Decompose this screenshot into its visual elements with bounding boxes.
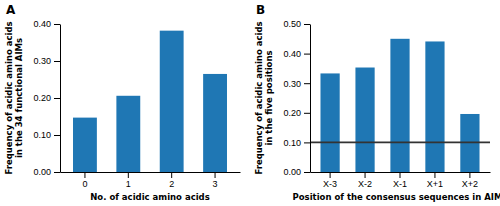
tick-mark [469, 172, 470, 178]
tick: 0.30 [33, 56, 60, 66]
bar [116, 96, 140, 172]
bar [355, 68, 374, 172]
tick-mark [434, 172, 435, 178]
tick: 3 [213, 172, 218, 189]
tick-label: 0.00 [33, 167, 51, 177]
tick-label: 1 [126, 179, 131, 189]
tick: 0 [82, 172, 87, 189]
axis-line [310, 25, 311, 173]
tick-label: 0.10 [33, 130, 51, 140]
tick: 0.20 [283, 108, 310, 118]
panel-title: A [6, 3, 16, 17]
tick-mark [54, 98, 60, 99]
tick-mark [400, 172, 401, 178]
tick: 0.00 [33, 167, 60, 177]
tick-mark [215, 172, 216, 178]
tick-label: 0.20 [283, 108, 301, 118]
tick-label: 3 [213, 179, 218, 189]
bar [203, 74, 227, 172]
tick: 0.30 [283, 79, 310, 89]
x-axis: 0 1 2 3 [61, 172, 241, 189]
tick: 0.40 [33, 19, 60, 29]
y-axis-title-line: Frequency of acidic amino acids [254, 21, 264, 174]
tick-mark [84, 172, 85, 178]
x-axis-title: No. of acidic amino acids [90, 192, 210, 202]
tick-label: 0.20 [33, 93, 51, 103]
tick-mark [54, 172, 60, 173]
tick: X-1 [393, 172, 407, 189]
tick-label: X-1 [393, 179, 407, 189]
bar [160, 31, 184, 172]
y-axis-title-line: in the five positions [264, 50, 274, 145]
tick-label: 0.30 [33, 56, 51, 66]
tick-mark [54, 24, 60, 25]
tick: X+1 [427, 172, 443, 189]
plot-area: 0 1 2 3 0.00 0.10 0.20 0.30 0.40 [33, 19, 240, 189]
tick: 0.40 [283, 49, 310, 59]
tick: 0.10 [283, 138, 310, 148]
tick-label: 0.50 [283, 19, 301, 29]
marks [73, 31, 227, 172]
x-axis: X-3 X-2 X-1 X+1 X+2 [311, 172, 491, 189]
axis-line [60, 25, 61, 173]
axis-line [61, 172, 241, 173]
tick: 0.50 [283, 19, 310, 29]
tick-mark [304, 83, 310, 84]
tick-label: 0.40 [33, 19, 51, 29]
bar [73, 118, 97, 172]
tick-label: X-2 [358, 179, 372, 189]
tick: 0.20 [33, 93, 60, 103]
panel: 0 1 2 3 0.00 0.10 0.20 0.30 0.40 No. of acidic am… [4, 3, 241, 202]
tick-mark [171, 172, 172, 178]
tick: X-3 [323, 172, 337, 189]
y-axis: 0.00 0.10 0.20 0.30 0.40 [33, 19, 60, 177]
tick-mark [304, 142, 310, 143]
tick-label: 0.40 [283, 49, 301, 59]
bar [425, 41, 444, 172]
tick-label: X+2 [462, 179, 478, 189]
plot-area: X-3 X-2 X-1 X+1 X+2 0.00 0.10 0.20 0.30 0.40 0.50 [283, 19, 490, 189]
marks [310, 39, 490, 172]
bar [320, 73, 339, 172]
tick-mark [54, 135, 60, 136]
tick-label: 2 [169, 179, 174, 189]
tick-label: X+1 [427, 179, 443, 189]
tick-label: 0 [82, 179, 87, 189]
figure: 0 1 2 3 0.00 0.10 0.20 0.30 0.40 No. of acidic am… [0, 0, 500, 206]
y-axis-title: Frequency of acidic amino acidsin the fi… [254, 21, 274, 174]
tick-mark [54, 61, 60, 62]
panel-title: B [256, 3, 265, 17]
tick-mark [304, 24, 310, 25]
y-axis: 0.00 0.10 0.20 0.30 0.40 0.50 [283, 19, 310, 177]
tick-mark [304, 172, 310, 173]
tick-mark [304, 113, 310, 114]
x-axis-title: Position of the consensus sequences in A… [293, 192, 500, 202]
tick-mark [330, 172, 331, 178]
tick-label: 0.00 [283, 167, 301, 177]
tick: 2 [169, 172, 174, 189]
tick-label: X-3 [323, 179, 337, 189]
tick: X+2 [462, 172, 478, 189]
y-axis-title: Frequency of acidic amino acidsin the 34… [4, 21, 24, 174]
tick-mark [128, 172, 129, 178]
y-axis-title-line: Frequency of acidic amino acids [4, 21, 14, 174]
y-axis-title-line: in the 34 functional AIMs [14, 38, 24, 158]
tick-label: 0.10 [283, 138, 301, 148]
tick-mark [304, 54, 310, 55]
tick-mark [365, 172, 366, 178]
tick: 0.00 [283, 167, 310, 177]
reference-line [310, 141, 490, 143]
tick-label: 0.30 [283, 79, 301, 89]
tick: 0.10 [33, 130, 60, 140]
tick: 1 [126, 172, 131, 189]
bar [390, 39, 409, 172]
panel: X-3 X-2 X-1 X+1 X+2 0.00 0.10 0.20 0.30 0.40 0.50 P… [254, 3, 500, 202]
tick: X-2 [358, 172, 372, 189]
